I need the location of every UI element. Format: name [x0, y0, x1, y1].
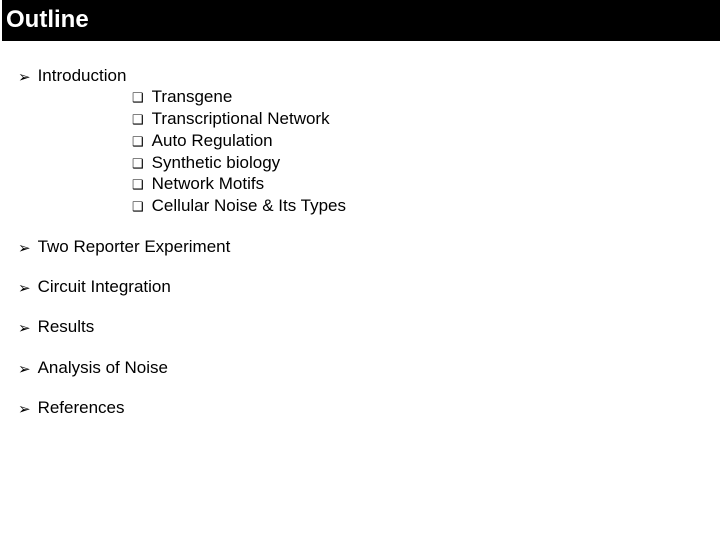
outline-sublabel: Transgene: [152, 86, 233, 108]
arrow-bullet-icon: ➢: [18, 362, 31, 377]
outline-item: ➢ Circuit Integration: [18, 276, 710, 297]
slide-content: ➢ Introduction ❑ Transgene ❑ Transcripti…: [0, 41, 720, 447]
outline-item: ➢ Two Reporter Experiment: [18, 236, 710, 257]
outline-sublabel: Auto Regulation: [152, 130, 273, 152]
outline-subitem: ❑ Transcriptional Network: [132, 108, 710, 130]
slide-title-bar: Outline: [0, 0, 720, 41]
square-bullet-icon: ❑: [132, 134, 144, 151]
outline-sublabel: Synthetic biology: [152, 152, 281, 174]
outline-item: ➢ References: [18, 397, 710, 418]
outline-sublabel: Network Motifs: [152, 173, 264, 195]
outline-subitem: ❑ Network Motifs: [132, 173, 710, 195]
outline-subitem: ❑ Cellular Noise & Its Types: [132, 195, 710, 217]
outline-sublabel: Transcriptional Network: [152, 108, 330, 130]
outline-label: Analysis of Noise: [38, 357, 168, 378]
square-bullet-icon: ❑: [132, 156, 144, 173]
outline-list: ➢ Introduction ❑ Transgene ❑ Transcripti…: [18, 65, 710, 418]
arrow-bullet-icon: ➢: [18, 241, 31, 256]
square-bullet-icon: ❑: [132, 199, 144, 216]
outline-subitem: ❑ Transgene: [132, 86, 710, 108]
arrow-bullet-icon: ➢: [18, 402, 31, 417]
outline-item: ➢ Results: [18, 316, 710, 337]
arrow-bullet-icon: ➢: [18, 321, 31, 336]
outline-subitem: ❑ Synthetic biology: [132, 152, 710, 174]
arrow-bullet-icon: ➢: [18, 70, 31, 85]
outline-item-introduction: ➢ Introduction ❑ Transgene ❑ Transcripti…: [18, 65, 710, 217]
outline-sublist: ❑ Transgene ❑ Transcriptional Network ❑ …: [132, 86, 710, 217]
square-bullet-icon: ❑: [132, 90, 144, 107]
outline-item: ➢ Analysis of Noise: [18, 357, 710, 378]
slide-title: Outline: [6, 6, 89, 34]
outline-label: Introduction: [38, 65, 127, 86]
outline-label: Results: [38, 316, 95, 337]
outline-subitem: ❑ Auto Regulation: [132, 130, 710, 152]
outline-label: Circuit Integration: [38, 276, 171, 297]
outline-label: References: [38, 397, 125, 418]
outline-sublabel: Cellular Noise & Its Types: [152, 195, 346, 217]
arrow-bullet-icon: ➢: [18, 281, 31, 296]
outline-label: Two Reporter Experiment: [38, 236, 231, 257]
square-bullet-icon: ❑: [132, 112, 144, 129]
square-bullet-icon: ❑: [132, 177, 144, 194]
